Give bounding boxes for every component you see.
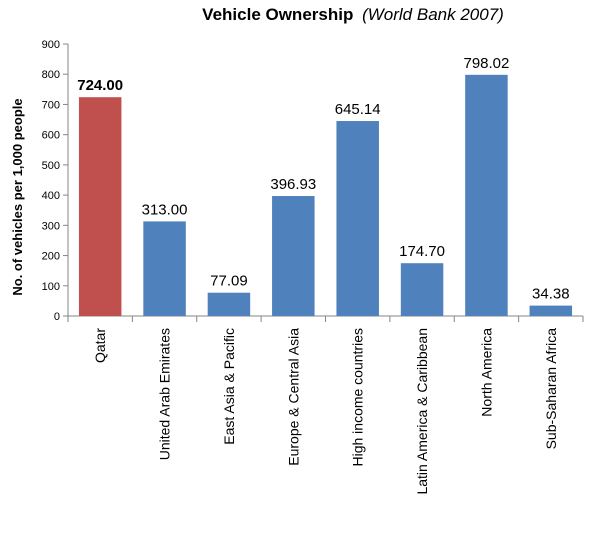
y-tick-label: 100 (42, 281, 60, 293)
bar (78, 97, 122, 317)
data-label: 396.93 (270, 176, 316, 193)
y-tick-label: 700 (42, 99, 60, 111)
y-tick-label: 400 (42, 190, 60, 202)
category-label: High income countries (350, 328, 366, 467)
bar (143, 221, 186, 316)
category-label: Qatar (92, 328, 108, 363)
bar (336, 121, 379, 316)
y-tick-label: 300 (42, 220, 60, 232)
category-label: Sub-Saharan Africa (543, 328, 559, 450)
y-tick-label: 0 (54, 311, 60, 323)
plot-area: 0 100 200 300 400 500 600 700 800 900 724.00 Qatar 3… (42, 39, 584, 495)
y-tick-label: 600 (42, 130, 60, 142)
y-tick-label: 900 (42, 39, 60, 51)
bar (400, 263, 444, 316)
category-label: United Arab Emirates (157, 328, 173, 460)
chart-title: Vehicle Ownership (202, 5, 353, 24)
data-label: 77.09 (210, 273, 248, 290)
data-label: 798.02 (463, 55, 509, 72)
chart-subtitle: (World Bank 2007) (362, 5, 504, 24)
y-tick-label: 800 (42, 69, 60, 81)
category-label: Europe & Central Asia (285, 328, 301, 466)
y-tick-label: 200 (42, 251, 60, 263)
bar (529, 305, 573, 316)
bar (207, 292, 251, 316)
y-axis-label: No. of vehicles per 1,000 people (10, 98, 25, 295)
bar (465, 74, 508, 317)
data-label: 34.38 (532, 286, 570, 303)
data-label: 174.70 (399, 243, 445, 260)
chart-title-line: Vehicle Ownership (World Bank 2007) (202, 5, 504, 24)
category-label: Latin America & Caribbean (414, 328, 430, 495)
data-label: 313.00 (142, 201, 188, 218)
category-label: East Asia & Pacific (221, 328, 237, 445)
bar (272, 196, 315, 316)
y-tick-label: 500 (42, 160, 60, 172)
data-label: 645.14 (335, 101, 381, 118)
category-label: North America (478, 328, 494, 417)
data-label: 724.00 (77, 77, 123, 94)
